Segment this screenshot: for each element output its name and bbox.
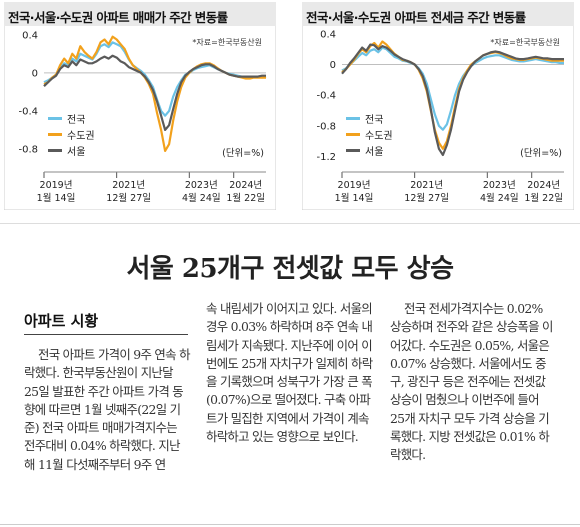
chart-source: *자료=한국부동산원 [192, 38, 262, 47]
y-tick-label: 0 [330, 60, 336, 71]
chart-unit: (단위=%) [222, 148, 264, 159]
x-tick-year: 2023년 [483, 180, 516, 191]
legend-label: 서울 [365, 146, 384, 158]
chart-title-band [4, 2, 276, 26]
legend-label: 수도권 [67, 130, 95, 142]
legend-item-nationwide: 전국 [48, 110, 95, 126]
section-heading: 아파트 시황 [24, 312, 99, 330]
x-tick-year: 2021년 [112, 180, 145, 191]
legend-item-nationwide: 전국 [346, 110, 393, 126]
legend-item-seoul: 서울 [48, 142, 95, 158]
chart-title-band [302, 2, 574, 26]
x-tick-year: 2024년 [527, 180, 560, 191]
x-tick-date: 4월 24일 [480, 192, 519, 204]
y-tick-label: -0.4 [316, 91, 336, 102]
chart-unit: (단위=%) [520, 148, 562, 159]
article-headline: 서울 25개구 전셋값 모두 상승 [126, 254, 454, 284]
chart-frame [302, 2, 574, 210]
x-tick-date: 12월 27일 [106, 192, 151, 204]
y-tick-label: 0 [32, 68, 38, 79]
legend-label: 서울 [67, 146, 86, 158]
sale-price-chart: 0.4 0 -0.4 -0.8 2019년 1월 14일 2021년 12월 27일 2023년… [4, 2, 276, 210]
legend-swatch [346, 116, 360, 120]
bottom-rule [0, 524, 580, 525]
legend-item-capital: 수도권 [48, 126, 95, 142]
legend-swatch [48, 132, 62, 136]
article-paragraph: 전국 전세가격지수는 0.02% 상승하며 전주와 같은 상승폭을 이어갔다. … [390, 301, 553, 463]
legend-swatch [346, 132, 360, 136]
series-line-서울 [43, 54, 266, 132]
chart-source: *자료=한국부동산원 [490, 38, 560, 47]
legend-item-capital: 수도권 [346, 126, 393, 142]
article-column-3: 전국 전세가격지수는 0.02% 상승하며 전주와 같은 상승폭을 이어갔다. … [390, 300, 556, 465]
chart-legend: 전국 수도권 서울 [346, 110, 393, 158]
legend-item-seoul: 서울 [346, 142, 393, 158]
y-tick-label: -0.8 [316, 121, 336, 132]
x-tick-year: 2021년 [410, 180, 443, 191]
y-tick-label: -0.4 [18, 106, 38, 117]
jeonse-price-chart: 0.4 0 -0.4 -0.8 -1.2 2019년 1월 14일 2021년 12월 27일 2… [302, 2, 574, 210]
x-tick-year: 2023년 [185, 180, 218, 191]
legend-swatch [48, 116, 62, 120]
x-tick-date: 1월 22일 [524, 192, 563, 204]
series-line-전국 [341, 46, 564, 131]
chart-title: 전국·서울·수도권 아파트 전세금 주간 변동률 [306, 10, 526, 25]
legend-label: 전국 [67, 114, 86, 126]
y-tick-label: -1.2 [316, 152, 336, 163]
x-tick-date: 1월 22일 [226, 192, 265, 204]
legend-label: 수도권 [365, 130, 393, 142]
legend-label: 전국 [365, 114, 384, 126]
y-tick-label: 0.4 [320, 29, 336, 40]
chart-legend: 전국 수도권 서울 [48, 110, 95, 158]
heading-rule [24, 334, 188, 335]
x-tick-year: 2024년 [229, 180, 262, 191]
x-tick-year: 2019년 [40, 180, 73, 191]
x-tick-date: 12월 27일 [404, 192, 449, 204]
chart-title: 전국·서울·수도권 아파트 매매가 주간 변동률 [8, 10, 228, 25]
article-paragraph: 속 내림세가 이어지고 있다. 서울의 경우 0.03% 하락하며 8주 연속 … [206, 301, 373, 445]
section-divider [0, 223, 580, 224]
x-tick-date: 1월 14일 [335, 192, 374, 204]
x-tick-date: 4월 24일 [182, 192, 221, 204]
x-tick-year: 2019년 [338, 180, 371, 191]
y-tick-label: 0.4 [22, 30, 38, 41]
x-tick-date: 1월 14일 [37, 192, 76, 204]
article-column-1: 전국 아파트 가격이 9주 연속 하락했다. 한국부동산원이 지난달 25일 발… [24, 346, 190, 474]
chart-frame [4, 2, 276, 210]
legend-swatch [48, 148, 62, 152]
legend-swatch [346, 148, 360, 152]
y-tick-label: -0.8 [18, 144, 38, 155]
article-paragraph: 전국 아파트 가격이 9주 연속 하락했다. 한국부동산원이 지난달 25일 발… [24, 347, 190, 472]
series-line-서울 [341, 43, 564, 157]
article-column-2: 속 내림세가 이어지고 있다. 서울의 경우 0.03% 하락하며 8주 연속 … [206, 300, 373, 446]
